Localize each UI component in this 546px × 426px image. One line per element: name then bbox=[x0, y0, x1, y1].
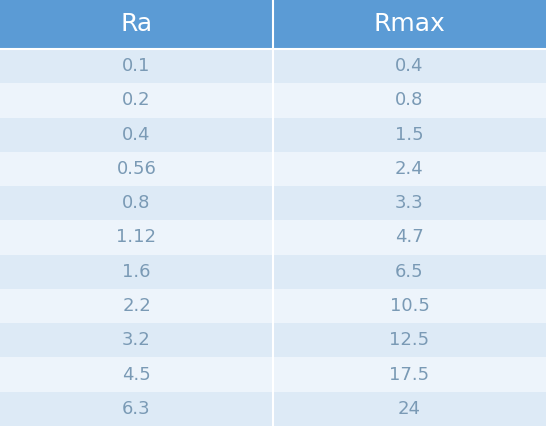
Text: Ra: Ra bbox=[121, 12, 152, 37]
Text: 4.7: 4.7 bbox=[395, 228, 424, 247]
Bar bbox=[273, 323, 546, 357]
Bar bbox=[0, 392, 273, 426]
Text: 3.3: 3.3 bbox=[395, 194, 424, 212]
Bar bbox=[0, 118, 273, 152]
Text: 4.5: 4.5 bbox=[122, 366, 151, 383]
Bar bbox=[0, 255, 273, 289]
Bar bbox=[0, 323, 273, 357]
Bar bbox=[273, 220, 546, 255]
Text: 3.2: 3.2 bbox=[122, 331, 151, 349]
Text: 6.5: 6.5 bbox=[395, 263, 424, 281]
Bar bbox=[273, 357, 546, 392]
Bar bbox=[273, 152, 546, 186]
Text: 24: 24 bbox=[398, 400, 421, 418]
Text: 1.5: 1.5 bbox=[395, 126, 424, 144]
Text: 17.5: 17.5 bbox=[389, 366, 430, 383]
Text: 1.12: 1.12 bbox=[116, 228, 157, 247]
Bar bbox=[0, 186, 273, 220]
Text: 0.8: 0.8 bbox=[395, 92, 424, 109]
Bar bbox=[273, 255, 546, 289]
Text: 0.1: 0.1 bbox=[122, 57, 151, 75]
Text: 10.5: 10.5 bbox=[389, 297, 430, 315]
Text: 0.2: 0.2 bbox=[122, 92, 151, 109]
Bar bbox=[273, 186, 546, 220]
Bar bbox=[0, 152, 273, 186]
Bar bbox=[0, 49, 273, 83]
Text: 0.8: 0.8 bbox=[122, 194, 151, 212]
Text: 1.6: 1.6 bbox=[122, 263, 151, 281]
Bar bbox=[0, 357, 273, 392]
Text: 0.4: 0.4 bbox=[122, 126, 151, 144]
Bar bbox=[273, 0, 546, 49]
Text: 0.4: 0.4 bbox=[395, 57, 424, 75]
Text: 6.3: 6.3 bbox=[122, 400, 151, 418]
Bar bbox=[0, 220, 273, 255]
Bar bbox=[273, 392, 546, 426]
Bar bbox=[273, 83, 546, 118]
Bar bbox=[273, 118, 546, 152]
Bar bbox=[0, 0, 273, 49]
Bar bbox=[0, 83, 273, 118]
Bar bbox=[273, 49, 546, 83]
Bar bbox=[273, 289, 546, 323]
Text: 0.56: 0.56 bbox=[116, 160, 157, 178]
Text: 2.2: 2.2 bbox=[122, 297, 151, 315]
Text: 2.4: 2.4 bbox=[395, 160, 424, 178]
Text: 12.5: 12.5 bbox=[389, 331, 430, 349]
Text: Rmax: Rmax bbox=[373, 12, 446, 37]
Bar bbox=[0, 289, 273, 323]
